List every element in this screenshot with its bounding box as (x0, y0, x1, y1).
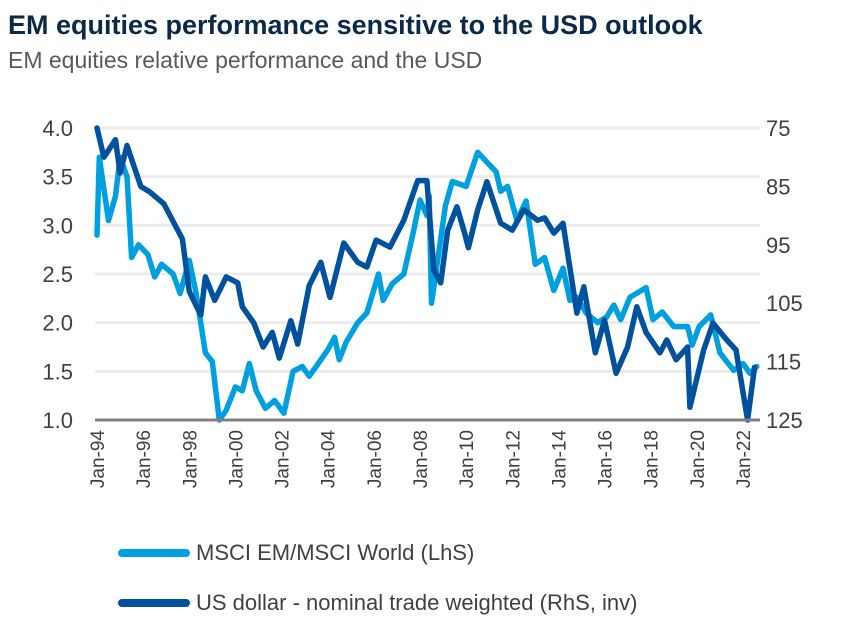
legend-item-usd: US dollar - nominal trade weighted (RhS,… (118, 590, 637, 616)
legend-swatch-usd (118, 599, 190, 607)
x-tick-label: Jan-22 (734, 430, 755, 488)
x-tick-label: Jan-96 (134, 430, 155, 488)
y-right-tick-label: 85 (766, 174, 790, 199)
chart-subtitle: EM equities relative performance and the… (8, 47, 483, 73)
y-left-tick-label: 2.0 (42, 311, 73, 336)
legend-swatch-msci (118, 549, 190, 557)
legend-item-msci: MSCI EM/MSCI World (LhS) (118, 540, 474, 566)
x-tick-label: Jan-18 (642, 430, 663, 488)
legend-label-usd: US dollar - nominal trade weighted (RhS,… (196, 590, 638, 615)
legend-label-msci: MSCI EM/MSCI World (LhS) (196, 540, 475, 565)
x-tick-label: Jan-04 (319, 430, 340, 489)
x-tick-label: Jan-00 (226, 430, 247, 488)
x-tick-label: Jan-02 (273, 430, 294, 488)
y-left-tick-label: 1.5 (42, 359, 73, 384)
x-tick-label: Jan-20 (688, 430, 709, 488)
y-right-tick-label: 125 (766, 408, 803, 433)
y-left-tick-label: 3.0 (42, 213, 73, 238)
x-tick-label: Jan-08 (411, 430, 432, 488)
x-tick-label: Jan-06 (365, 430, 386, 488)
series-line-msci (94, 149, 760, 423)
x-tick-label: Jan-14 (549, 430, 570, 489)
series-line-usd (94, 125, 758, 423)
y-right-tick-label: 105 (766, 291, 803, 316)
y-right-tick-label: 95 (766, 233, 790, 258)
x-tick-label: Jan-12 (503, 430, 524, 488)
x-tick-label: Jan-16 (596, 430, 617, 488)
x-tick-label: Jan-94 (88, 430, 109, 489)
chart-title: EM equities performance sensitive to the… (8, 10, 703, 40)
y-right-tick-label: 115 (766, 350, 801, 375)
y-left-tick-label: 4.0 (42, 116, 73, 141)
y-left-tick-label: 2.5 (42, 262, 73, 287)
y-left-tick-label: 1.0 (42, 408, 73, 433)
x-tick-label: Jan-10 (457, 430, 478, 488)
y-right-tick-label: 75 (766, 116, 790, 141)
y-left-tick-label: 3.5 (42, 165, 73, 190)
x-tick-label: Jan-98 (180, 430, 201, 488)
